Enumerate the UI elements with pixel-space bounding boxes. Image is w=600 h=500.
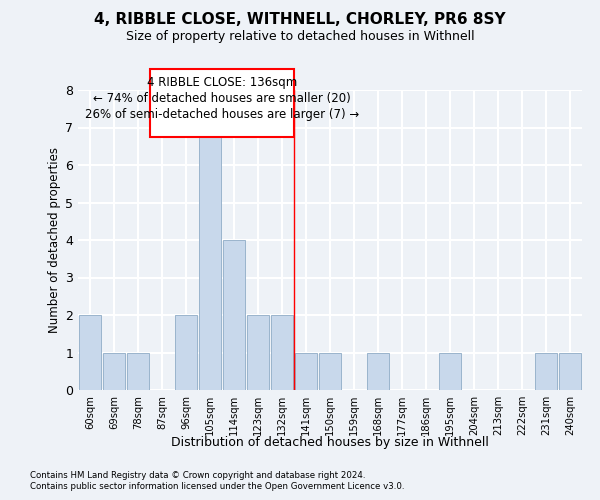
Bar <box>439 352 461 390</box>
Text: ← 74% of detached houses are smaller (20): ← 74% of detached houses are smaller (20… <box>93 92 350 105</box>
Text: 26% of semi-detached houses are larger (7) →: 26% of semi-detached houses are larger (… <box>85 108 359 120</box>
Bar <box>295 352 317 390</box>
Bar <box>223 240 245 390</box>
Text: 4 RIBBLE CLOSE: 136sqm: 4 RIBBLE CLOSE: 136sqm <box>146 76 297 89</box>
Text: Contains public sector information licensed under the Open Government Licence v3: Contains public sector information licen… <box>30 482 404 491</box>
Bar <box>199 128 221 390</box>
Text: Contains HM Land Registry data © Crown copyright and database right 2024.: Contains HM Land Registry data © Crown c… <box>30 471 365 480</box>
Bar <box>175 315 197 390</box>
Bar <box>127 352 149 390</box>
Text: Size of property relative to detached houses in Withnell: Size of property relative to detached ho… <box>125 30 475 43</box>
Bar <box>247 315 269 390</box>
Bar <box>535 352 557 390</box>
Bar <box>79 315 101 390</box>
Bar <box>319 352 341 390</box>
Bar <box>150 70 293 137</box>
Text: Distribution of detached houses by size in Withnell: Distribution of detached houses by size … <box>171 436 489 449</box>
Text: 4, RIBBLE CLOSE, WITHNELL, CHORLEY, PR6 8SY: 4, RIBBLE CLOSE, WITHNELL, CHORLEY, PR6 … <box>94 12 506 28</box>
Bar <box>103 352 125 390</box>
Bar <box>559 352 581 390</box>
Y-axis label: Number of detached properties: Number of detached properties <box>48 147 61 333</box>
Bar <box>271 315 293 390</box>
Bar <box>367 352 389 390</box>
